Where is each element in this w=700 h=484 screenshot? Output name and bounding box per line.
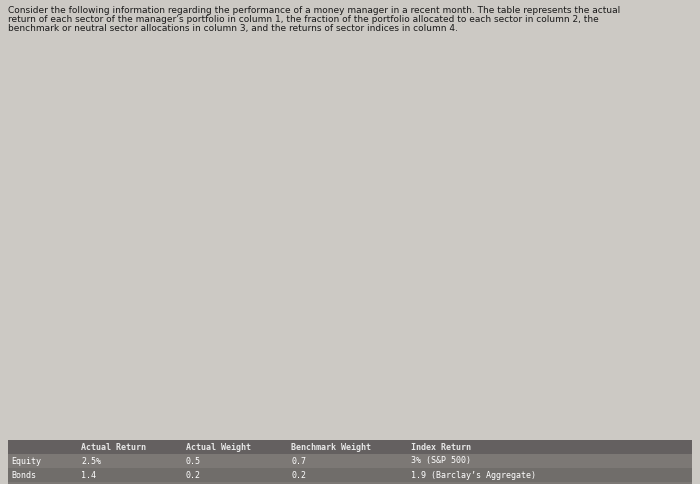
- Text: 1.9 (Barclay’s Aggregate): 1.9 (Barclay’s Aggregate): [411, 470, 536, 480]
- Text: Equity: Equity: [11, 456, 41, 466]
- FancyBboxPatch shape: [8, 454, 692, 468]
- Text: 1.4: 1.4: [81, 470, 96, 480]
- Text: Benchmark Weight: Benchmark Weight: [291, 442, 371, 452]
- Text: benchmark or neutral sector allocations in column 3, and the returns of sector i: benchmark or neutral sector allocations …: [8, 24, 458, 33]
- Text: 0.2: 0.2: [291, 470, 306, 480]
- Text: 0.7: 0.7: [291, 456, 306, 466]
- Text: 0.2: 0.2: [186, 470, 201, 480]
- Text: Consider the following information regarding the performance of a money manager : Consider the following information regar…: [8, 6, 620, 15]
- Text: 2.5%: 2.5%: [81, 456, 101, 466]
- Text: Index Return: Index Return: [411, 442, 471, 452]
- FancyBboxPatch shape: [8, 468, 692, 482]
- Text: 0.5: 0.5: [186, 456, 201, 466]
- FancyBboxPatch shape: [8, 440, 692, 454]
- Text: Bonds: Bonds: [11, 470, 36, 480]
- Text: Actual Return: Actual Return: [81, 442, 146, 452]
- FancyBboxPatch shape: [8, 482, 692, 484]
- Text: return of each sector of the manager’s portfolio in column 1, the fraction of th: return of each sector of the manager’s p…: [8, 15, 598, 24]
- Text: Actual Weight: Actual Weight: [186, 442, 251, 452]
- Text: 3% (S&P 500): 3% (S&P 500): [411, 456, 471, 466]
